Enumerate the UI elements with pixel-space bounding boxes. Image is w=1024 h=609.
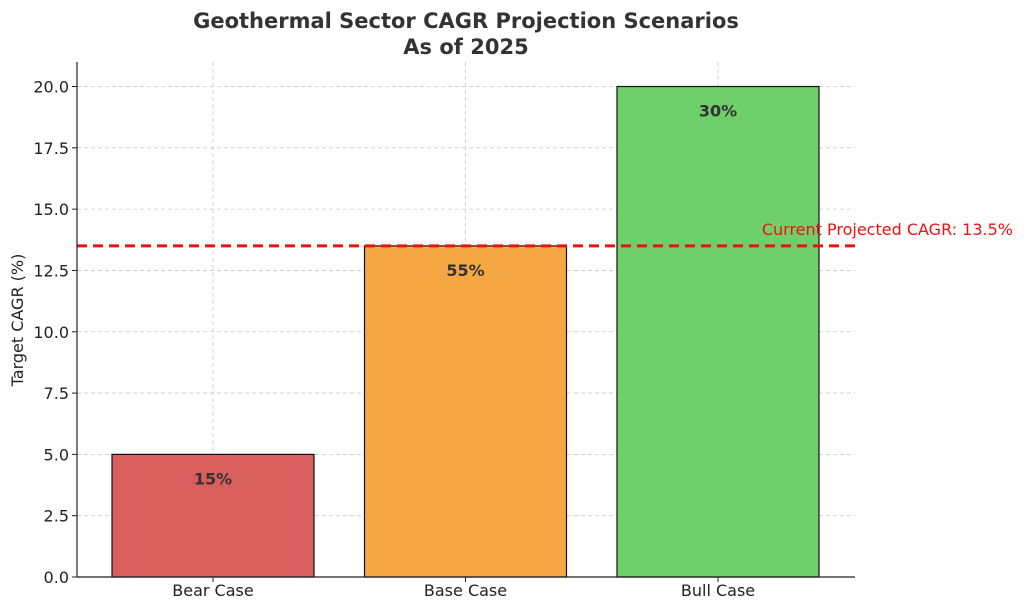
y-ticks: 0.0 2.5 5.0 7.5 10.0 12.5 15.0 17.5 20.0	[33, 78, 77, 587]
y-tick-label: 5.0	[44, 445, 69, 464]
bar-labels: 15% 55% 30%	[194, 102, 737, 489]
x-tick-label: Bull Case	[681, 581, 755, 600]
bar-data-label: 55%	[446, 261, 484, 280]
y-tick-label: 20.0	[33, 78, 69, 97]
bar-data-label: 15%	[194, 469, 232, 488]
y-tick-label: 15.0	[33, 200, 69, 219]
bars	[111, 85, 820, 578]
y-axis-label: Target CAGR (%)	[8, 254, 27, 388]
y-tick-label: 12.5	[33, 261, 69, 280]
bar-bear-case	[111, 453, 315, 578]
y-tick-label: 0.0	[44, 568, 69, 587]
reference-line-label: Current Projected CAGR: 13.5%	[762, 220, 1013, 239]
y-tick-label: 10.0	[33, 323, 69, 342]
x-tick-label: Base Case	[424, 581, 507, 600]
y-tick-label: 2.5	[44, 507, 69, 526]
y-tick-label: 17.5	[33, 139, 69, 158]
y-tick-label: 7.5	[44, 384, 69, 403]
chart-title-line-1: Geothermal Sector CAGR Projection Scenar…	[193, 9, 739, 33]
x-ticks: Bear Case Base Case Bull Case	[172, 577, 755, 600]
bar-bull-case	[616, 85, 820, 578]
chart-title-line-2: As of 2025	[403, 35, 528, 59]
x-tick-label: Bear Case	[172, 581, 253, 600]
bar-base-case	[363, 245, 568, 578]
bar-data-label: 30%	[699, 102, 737, 121]
